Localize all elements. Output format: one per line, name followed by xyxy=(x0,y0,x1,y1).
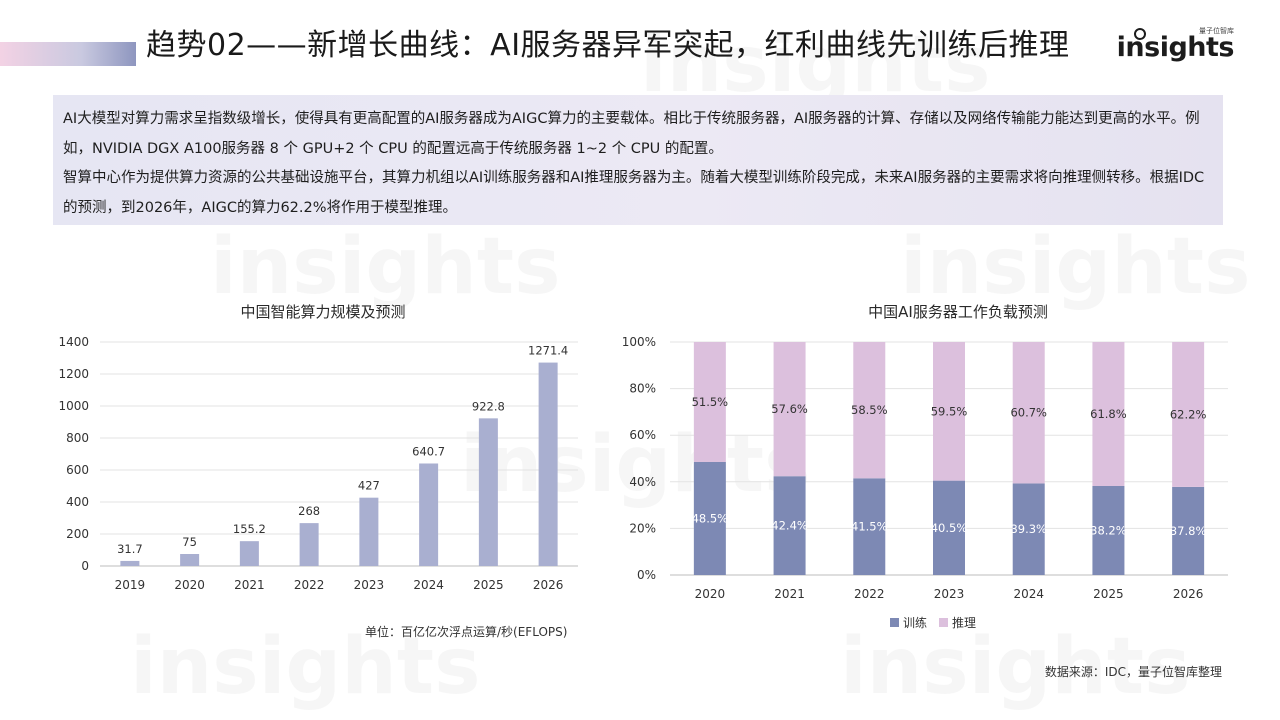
bar xyxy=(538,362,558,566)
source-note: 数据来源：IDC，量子位智库整理 xyxy=(1044,665,1222,679)
bar xyxy=(180,554,200,566)
bar-segment-infer xyxy=(773,342,806,477)
data-label-infer: 51.5% xyxy=(692,395,729,409)
data-label: 155.2 xyxy=(233,522,266,536)
bar-segment-infer xyxy=(1012,342,1045,484)
bar-segment-infer xyxy=(1172,342,1205,487)
x-tick-label: 2026 xyxy=(1173,587,1204,601)
data-label: 268 xyxy=(298,504,320,518)
x-tick-label: 2020 xyxy=(695,587,726,601)
bar-segment-train xyxy=(693,461,726,575)
x-tick-label: 2019 xyxy=(115,578,146,592)
logo-ring-icon xyxy=(1134,28,1146,40)
y-tick-label: 20% xyxy=(629,521,656,535)
bar xyxy=(239,541,259,566)
data-label-train: 40.5% xyxy=(931,521,968,535)
bar-segment-train xyxy=(853,478,886,575)
bar xyxy=(478,418,498,566)
x-tick-label: 2021 xyxy=(234,578,265,592)
data-label-train: 38.2% xyxy=(1090,523,1127,537)
bar xyxy=(359,497,379,566)
y-tick-label: 0 xyxy=(81,559,89,573)
y-tick-label: 100% xyxy=(622,335,656,349)
data-label-infer: 62.2% xyxy=(1170,407,1207,421)
x-tick-label: 2022 xyxy=(294,578,325,592)
bar xyxy=(120,560,140,566)
x-tick-label: 2026 xyxy=(533,578,564,592)
data-label-train: 41.5% xyxy=(851,520,888,534)
data-label-infer: 59.5% xyxy=(931,404,968,418)
y-tick-label: 0% xyxy=(637,568,656,582)
summary-box: AI大模型对算力需求呈指数级增长，使得具有更高配置的AI服务器成为AIGC算力的… xyxy=(53,95,1223,225)
y-tick-label: 1200 xyxy=(58,367,89,381)
brand-logo: 量子位智库 insights xyxy=(1117,26,1235,66)
brand-name: insights xyxy=(1116,32,1235,63)
summary-paragraph-2: 智算中心作为提供算力资源的公共基础设施平台，其算力机组以AI训练服务器和AI推理… xyxy=(63,170,1205,216)
x-tick-label: 2025 xyxy=(1093,587,1124,601)
y-tick-label: 40% xyxy=(629,475,656,489)
bar-segment-train xyxy=(1172,486,1205,575)
data-label: 75 xyxy=(182,535,197,549)
y-tick-label: 1000 xyxy=(58,399,89,413)
page-title: 趋势02——新增长曲线：AI服务器异军突起，红利曲线先训练后推理 xyxy=(146,28,1070,63)
legend-label-train: 训练 xyxy=(903,616,928,630)
legend-item-infer: 推理 xyxy=(939,614,976,631)
chart-title-workload: 中国AI服务器工作负载预测 xyxy=(868,303,1048,321)
bar xyxy=(419,463,439,566)
data-label-infer: 61.8% xyxy=(1090,407,1127,421)
summary-paragraph-1: AI大模型对算力需求呈指数级增长，使得具有更高配置的AI服务器成为AIGC算力的… xyxy=(63,111,1200,157)
y-tick-label: 600 xyxy=(66,463,89,477)
x-tick-label: 2022 xyxy=(854,587,885,601)
x-tick-label: 2024 xyxy=(1013,587,1044,601)
bar-segment-train xyxy=(933,480,965,575)
data-label: 1271.4 xyxy=(528,344,568,358)
chart-title-compute: 中国智能算力规模及预测 xyxy=(240,303,406,321)
data-label-train: 42.4% xyxy=(771,519,808,533)
y-tick-label: 80% xyxy=(629,382,656,396)
data-label: 922.8 xyxy=(472,399,505,413)
x-tick-label: 2025 xyxy=(473,578,504,592)
bar-segment-train xyxy=(1012,483,1045,575)
data-label: 31.7 xyxy=(117,542,143,556)
bar-segment-infer xyxy=(853,342,886,479)
data-label-train: 37.8% xyxy=(1170,524,1207,538)
data-label-train: 48.5% xyxy=(692,511,729,525)
legend-swatch-train xyxy=(890,618,899,627)
data-label: 640.7 xyxy=(412,444,445,458)
data-label-infer: 57.6% xyxy=(771,402,808,416)
bar-segment-infer xyxy=(1092,342,1125,486)
data-label-infer: 58.5% xyxy=(851,403,888,417)
legend-label-infer: 推理 xyxy=(952,616,977,630)
chart-legend: 训练 推理 xyxy=(890,614,976,631)
title-accent-bar xyxy=(0,42,136,66)
x-tick-label: 2021 xyxy=(774,587,805,601)
y-tick-label: 800 xyxy=(66,431,89,445)
legend-swatch-infer xyxy=(939,618,949,627)
data-label-train: 39.3% xyxy=(1010,522,1047,536)
legend-item-train: 训练 xyxy=(890,614,927,631)
bar-segment-train xyxy=(1092,485,1125,575)
bar xyxy=(299,523,319,566)
x-tick-label: 2023 xyxy=(934,587,965,601)
bar-segment-infer xyxy=(693,342,726,462)
data-label-infer: 60.7% xyxy=(1010,406,1047,420)
y-tick-label: 60% xyxy=(629,428,656,442)
y-tick-label: 1400 xyxy=(58,335,89,349)
y-tick-label: 400 xyxy=(66,495,89,509)
x-tick-label: 2023 xyxy=(354,578,385,592)
unit-note: 单位：百亿亿次浮点运算/秒(EFLOPS) xyxy=(365,625,568,639)
x-tick-label: 2024 xyxy=(413,578,444,592)
bar-segment-infer xyxy=(933,342,965,481)
brand-subtitle: 量子位智库 xyxy=(1199,27,1234,35)
data-label: 427 xyxy=(358,479,380,493)
bar-segment-train xyxy=(773,476,806,575)
y-tick-label: 200 xyxy=(66,527,89,541)
x-tick-label: 2020 xyxy=(174,578,205,592)
